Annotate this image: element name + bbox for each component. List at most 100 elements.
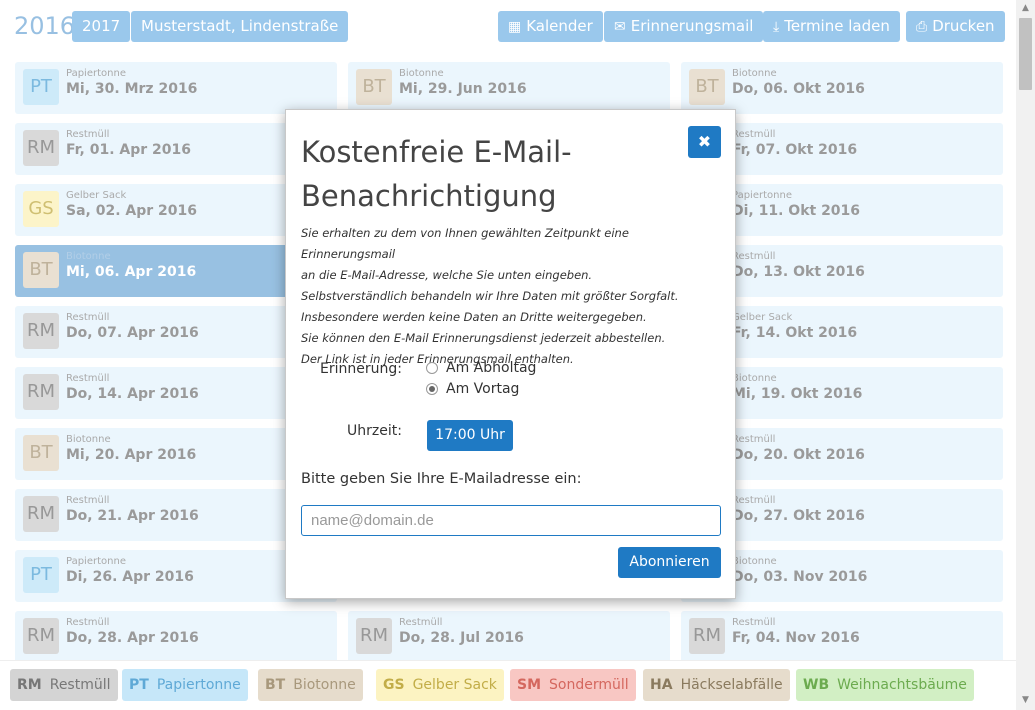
scroll-down-arrow-icon[interactable]: ▼	[1022, 695, 1029, 705]
pickup-card[interactable]: GS Gelber Sack Sa, 02. Apr 2016	[15, 184, 337, 236]
pickup-date: Fr, 01. Apr 2016	[66, 142, 191, 158]
info-line: Insbesondere werden keine Daten an Dritt…	[301, 310, 647, 324]
calendar-button[interactable]: ▦ Kalender	[498, 11, 603, 42]
info-line: Sie können den E-Mail Erinnerungsdienst …	[301, 331, 666, 345]
year-2017-button[interactable]: 2017	[72, 11, 131, 42]
email-input[interactable]	[301, 505, 721, 536]
legend-bar: RM Restmüll PT Papiertonne BT Biotonne GS Gelbe…	[0, 660, 1016, 710]
reminder-label: Erinnerung:	[320, 361, 402, 377]
pickup-card[interactable]: RM Restmüll Do, 28. Apr 2016	[15, 611, 337, 663]
waste-type-label: Papiertonne	[732, 190, 792, 201]
pickup-date: Do, 03. Nov 2016	[732, 569, 868, 585]
legend-label: Restmüll	[49, 677, 111, 693]
pickup-card[interactable]: RM Restmüll Fr, 04. Nov 2016	[681, 611, 1003, 663]
time-picker-button[interactable]: 17:00 Uhr	[427, 420, 513, 451]
pickup-date: Do, 14. Apr 2016	[66, 386, 199, 402]
legend-label: Biotonne	[293, 677, 356, 693]
year-current: 2016	[14, 12, 76, 40]
waste-type-label: Biotonne	[66, 434, 111, 445]
waste-type-badge: RM	[356, 618, 392, 654]
waste-type-label: Restmüll	[732, 617, 776, 628]
pickup-date: Do, 21. Apr 2016	[66, 508, 199, 524]
waste-type-badge: GS	[23, 191, 59, 227]
pickup-date: Mi, 06. Apr 2016	[66, 264, 197, 280]
legend-label: Sondermüll	[549, 677, 629, 693]
email-prompt: Bitte geben Sie Ihre E-Mailadresse ein:	[301, 471, 582, 487]
pickup-card[interactable]: RM Restmüll Do, 28. Jul 2016	[348, 611, 670, 663]
legend-abbr: WB	[803, 677, 830, 693]
waste-type-badge: BT	[23, 435, 59, 471]
waste-type-label: Restmüll	[66, 373, 110, 384]
waste-type-badge: BT	[689, 69, 725, 105]
radio-label: Am Abholtag	[446, 360, 537, 376]
pickup-card[interactable]: BT Biotonne Mi, 20. Apr 2016	[15, 428, 337, 480]
pickup-date: Do, 07. Apr 2016	[66, 325, 199, 341]
waste-type-label: Biotonne	[732, 373, 777, 384]
info-line: an die E-Mail-Adresse, welche Sie unten …	[301, 268, 593, 282]
download-dates-button[interactable]: ⤓ Termine laden	[763, 11, 900, 42]
scroll-thumb[interactable]	[1019, 18, 1032, 90]
waste-type-badge: BT	[356, 69, 392, 105]
pickup-date: Di, 11. Okt 2016	[732, 203, 861, 219]
waste-type-badge: RM	[23, 496, 59, 532]
pickup-card[interactable]: PT Papiertonne Di, 26. Apr 2016	[15, 550, 337, 602]
print-button[interactable]: ⎙ Drucken	[906, 11, 1005, 42]
waste-type-label: Biotonne	[399, 68, 444, 79]
waste-type-label: Restmüll	[66, 617, 110, 628]
waste-type-label: Gelber Sack	[66, 190, 127, 201]
legend-item-bt[interactable]: BT Biotonne	[258, 669, 363, 701]
pickup-card[interactable]: RM Restmüll Fr, 01. Apr 2016	[15, 123, 337, 175]
time-label: Uhrzeit:	[347, 423, 402, 439]
pickup-card[interactable]: RM Restmüll Do, 21. Apr 2016	[15, 489, 337, 541]
legend-item-sm[interactable]: SM Sondermüll	[510, 669, 636, 701]
pickup-card[interactable]: BT Biotonne Mi, 06. Apr 2016	[15, 245, 337, 297]
modal-title: Kostenfreie E-Mail-Benachrichtigung	[301, 135, 572, 213]
waste-type-label: Papiertonne	[66, 556, 126, 567]
pickup-card[interactable]: PT Papiertonne Mi, 30. Mrz 2016	[15, 62, 337, 114]
legend-label: Gelber Sack	[412, 677, 497, 693]
pickup-date: Mi, 29. Jun 2016	[399, 81, 527, 97]
email-notification-modal: Kostenfreie E-Mail-Benachrichtigung ✖ Si…	[285, 109, 736, 599]
pickup-date: Sa, 02. Apr 2016	[66, 203, 197, 219]
pickup-card[interactable]: RM Restmüll Do, 14. Apr 2016	[15, 367, 337, 419]
pickup-date: Do, 20. Okt 2016	[732, 447, 865, 463]
legend-item-pt[interactable]: PT Papiertonne	[122, 669, 248, 701]
legend-item-rm[interactable]: RM Restmüll	[10, 669, 118, 701]
close-button[interactable]: ✖	[688, 126, 721, 158]
scrollbar[interactable]: ▲ ▼	[1016, 0, 1035, 710]
pickup-date: Fr, 14. Okt 2016	[732, 325, 858, 341]
waste-type-badge: PT	[23, 557, 59, 593]
waste-type-badge: PT	[23, 69, 59, 105]
radio-button[interactable]	[426, 362, 438, 374]
radio-button-checked[interactable]	[426, 383, 438, 395]
pickup-card[interactable]: BT Biotonne Do, 06. Okt 2016	[681, 62, 1003, 114]
waste-type-label: Restmüll	[66, 312, 110, 323]
legend-item-gs[interactable]: GS Gelber Sack	[376, 669, 504, 701]
location-button[interactable]: Musterstadt, Lindenstraße	[131, 11, 349, 42]
legend-abbr: HA	[650, 677, 673, 693]
legend-item-wb[interactable]: WB Weihnachtsbäume	[796, 669, 974, 701]
radio-option-am-abholtag[interactable]: Am Abholtag	[426, 360, 536, 376]
legend-label: Häckselabfälle	[680, 677, 783, 693]
download-dates-button-label: Termine laden	[784, 17, 890, 35]
subscribe-button[interactable]: Abonnieren	[618, 547, 721, 578]
radio-option-am-vortag[interactable]: Am Vortag	[426, 381, 519, 397]
pickup-date: Do, 28. Apr 2016	[66, 630, 199, 646]
pickup-date: Mi, 30. Mrz 2016	[66, 81, 198, 97]
radio-label: Am Vortag	[446, 381, 520, 397]
pickup-date: Do, 28. Jul 2016	[399, 630, 524, 646]
pickup-card[interactable]: RM Restmüll Do, 07. Apr 2016	[15, 306, 337, 358]
pickup-date: Do, 06. Okt 2016	[732, 81, 865, 97]
scroll-up-arrow-icon[interactable]: ▲	[1022, 3, 1029, 13]
legend-abbr: RM	[17, 677, 42, 693]
legend-label: Weihnachtsbäume	[837, 677, 967, 693]
legend-item-ha[interactable]: HA Häckselabfälle	[643, 669, 790, 701]
pickup-card[interactable]: BT Biotonne Mi, 29. Jun 2016	[348, 62, 670, 114]
legend-abbr: GS	[383, 677, 405, 693]
pickup-date: Mi, 20. Apr 2016	[66, 447, 197, 463]
waste-type-label: Restmüll	[732, 495, 776, 506]
legend-abbr: BT	[265, 677, 286, 693]
waste-type-badge: RM	[23, 130, 59, 166]
reminder-mail-button[interactable]: ✉ Erinnerungsmail	[604, 11, 764, 42]
pickup-date: Mi, 19. Okt 2016	[732, 386, 863, 402]
